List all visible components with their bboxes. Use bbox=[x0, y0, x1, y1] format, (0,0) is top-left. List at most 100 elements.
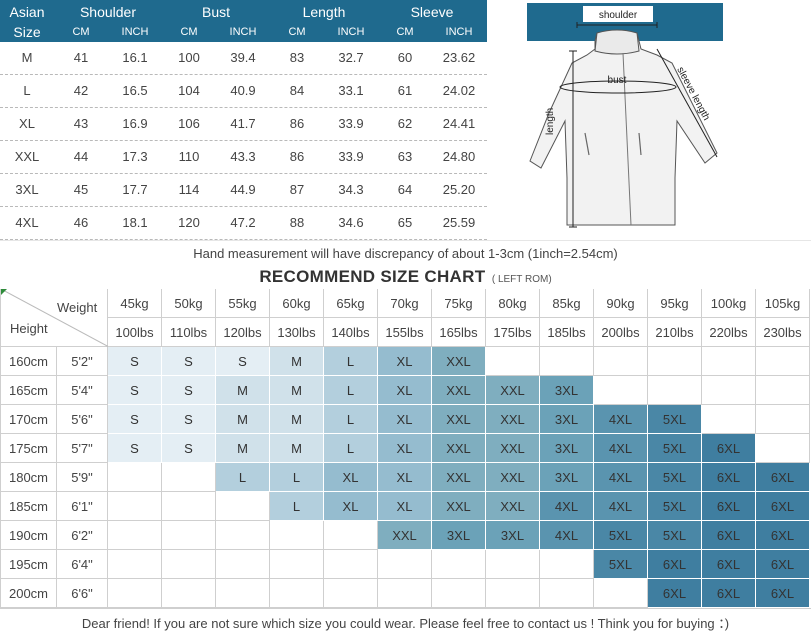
size-cell: 4XL bbox=[540, 492, 594, 521]
height-ft: 5'6" bbox=[57, 405, 108, 434]
height-ft: 6'1" bbox=[57, 492, 108, 521]
measurement-value: 110 bbox=[178, 149, 200, 164]
right-pocket bbox=[638, 132, 642, 156]
recommend-size-grid: Weight Height 45kg 50kg 55kg 60kg 65kg 70kg 75… bbox=[0, 289, 811, 608]
size-cell bbox=[216, 492, 270, 521]
size-cell: S bbox=[162, 376, 216, 405]
unit-inch: INCH bbox=[337, 26, 365, 38]
unit-cm: CM bbox=[396, 26, 414, 38]
size-cell: XXL bbox=[486, 405, 540, 434]
size-cell: 3XL bbox=[15, 182, 39, 197]
size-cell: 6XL bbox=[756, 463, 810, 492]
measurement-value: 25.59 bbox=[442, 215, 476, 230]
size-cell: L bbox=[324, 347, 378, 376]
size-cell: M bbox=[270, 405, 324, 434]
measurement-value: 47.2 bbox=[230, 215, 256, 230]
measurement-value: 24.41 bbox=[442, 116, 476, 131]
measurement-row: M 41 16.1 100 39.4 83 32.7 60 23.62 bbox=[0, 42, 487, 75]
measurement-value: 104 bbox=[178, 83, 200, 98]
weight-kg-header: 50kg bbox=[162, 289, 216, 318]
size-cell bbox=[540, 347, 594, 376]
size-cell: 4XL bbox=[594, 463, 648, 492]
size-cell bbox=[648, 376, 702, 405]
size-cell: XXL bbox=[432, 347, 486, 376]
front-seam bbox=[622, 52, 632, 226]
height-ft: 6'4" bbox=[57, 550, 108, 579]
size-cell: S bbox=[108, 434, 162, 463]
unit-cm: CM bbox=[180, 26, 198, 38]
measurement-row: 3XL 45 17.7 114 44.9 87 34.3 64 25.20 bbox=[0, 174, 487, 207]
weight-kg-header: 55kg bbox=[216, 289, 270, 318]
weight-lbs-header: 100lbs bbox=[108, 318, 162, 347]
size-cell: 5XL bbox=[594, 550, 648, 579]
size-cell: 4XL bbox=[540, 521, 594, 550]
bust-label: bust bbox=[608, 75, 627, 86]
sleeve-arrow bbox=[656, 48, 718, 158]
measurement-value: 44.9 bbox=[230, 182, 256, 197]
measurement-value: 24.02 bbox=[442, 83, 476, 98]
size-cell: XXL bbox=[486, 463, 540, 492]
size-cell: S bbox=[216, 347, 270, 376]
measurement-value: 65 bbox=[397, 215, 413, 230]
size-cell: M bbox=[216, 405, 270, 434]
measurement-value: 88 bbox=[289, 215, 305, 230]
height-ft: 5'2" bbox=[57, 347, 108, 376]
weight-lbs-header: 110lbs bbox=[162, 318, 216, 347]
size-cell: 3XL bbox=[540, 463, 594, 492]
length-label: length bbox=[545, 108, 556, 135]
measurement-value: 114 bbox=[178, 182, 200, 197]
sleeve-header: Sleeve bbox=[410, 4, 454, 20]
unit-inch: INCH bbox=[229, 26, 257, 38]
size-cell: 4XL bbox=[15, 215, 39, 230]
size-cell: S bbox=[162, 347, 216, 376]
shoulder-header: Shoulder bbox=[79, 4, 137, 20]
measurement-value: 46 bbox=[73, 215, 89, 230]
height-ft: 5'9" bbox=[57, 463, 108, 492]
unit-cm: CM bbox=[288, 26, 306, 38]
size-cell: XXL bbox=[432, 376, 486, 405]
corner-diagonal bbox=[1, 289, 109, 347]
size-cell bbox=[216, 550, 270, 579]
measurement-value: 33.1 bbox=[338, 83, 364, 98]
size-cell bbox=[540, 550, 594, 579]
weight-kg-header: 105kg bbox=[756, 289, 810, 318]
size-cell bbox=[486, 550, 540, 579]
weight-lbs-header: 120lbs bbox=[216, 318, 270, 347]
height-cm: 165cm bbox=[0, 376, 57, 405]
measurement-row: L 42 16.5 104 40.9 84 33.1 61 24.02 bbox=[0, 75, 487, 108]
footer-message: Dear friend! If you are not sure which s… bbox=[0, 608, 811, 638]
size-cell bbox=[108, 579, 162, 608]
size-cell: 5XL bbox=[648, 492, 702, 521]
measurement-value: 42 bbox=[73, 83, 89, 98]
size-cell: M bbox=[216, 434, 270, 463]
height-ft: 6'6" bbox=[57, 579, 108, 608]
size-cell: L bbox=[324, 376, 378, 405]
size-cell bbox=[756, 434, 810, 463]
size-cell: 4XL bbox=[594, 405, 648, 434]
size-cell bbox=[270, 579, 324, 608]
size-cell bbox=[162, 521, 216, 550]
size-cell: L bbox=[270, 463, 324, 492]
size-cell: M bbox=[270, 347, 324, 376]
measurement-value: 16.1 bbox=[122, 50, 148, 65]
height-cm: 185cm bbox=[0, 492, 57, 521]
size-cell bbox=[594, 579, 648, 608]
height-cm: 195cm bbox=[0, 550, 57, 579]
size-cell: 5XL bbox=[648, 405, 702, 434]
size-cell bbox=[162, 492, 216, 521]
weight-kg-header: 95kg bbox=[648, 289, 702, 318]
size-cell: XXL bbox=[486, 492, 540, 521]
size-cell: L bbox=[324, 434, 378, 463]
coat-illustration: shoulder bust length sleeve length bbox=[529, 6, 718, 228]
size-cell: XL bbox=[378, 405, 432, 434]
left-pocket bbox=[584, 132, 590, 156]
size-cell bbox=[270, 550, 324, 579]
measurement-value: 16.5 bbox=[122, 83, 148, 98]
measurement-value: 63 bbox=[397, 149, 413, 164]
weight-kg-header: 100kg bbox=[702, 289, 756, 318]
size-cell bbox=[594, 347, 648, 376]
weight-lbs-header: 185lbs bbox=[540, 318, 594, 347]
weight-lbs-header: 165lbs bbox=[432, 318, 486, 347]
size-cell bbox=[432, 550, 486, 579]
height-cm: 200cm bbox=[0, 579, 57, 608]
